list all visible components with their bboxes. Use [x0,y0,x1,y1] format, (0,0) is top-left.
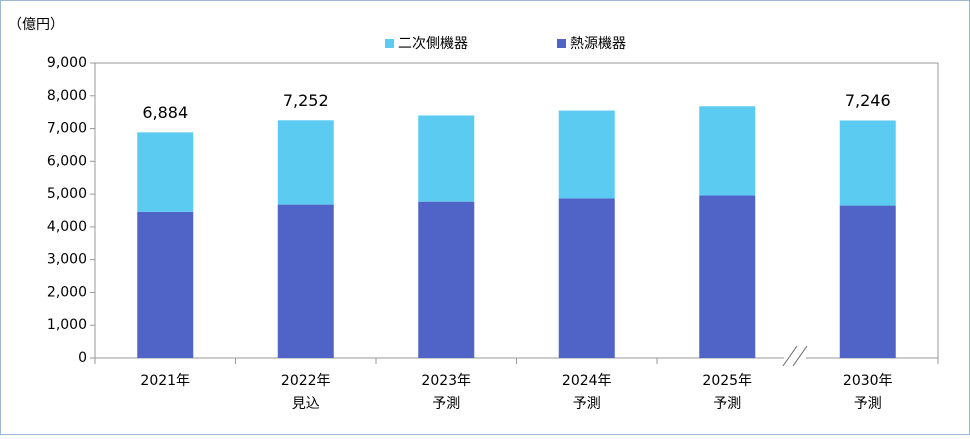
bar-segment [699,106,756,196]
x-tick-label: 2024年 [562,373,612,389]
y-tick-label: 1,000 [47,317,87,333]
bar-segment [277,204,334,358]
bar-segment [137,132,194,212]
y-tick-label: 6,000 [47,153,87,169]
axis-break [782,345,808,367]
x-tick-label: 2030年 [843,373,893,389]
y-tick-label: 7,000 [47,121,87,137]
x-tick-label: 見込 [292,396,320,412]
y-tick-label: 4,000 [47,219,87,235]
x-tick-label: 2025年 [702,373,752,389]
y-axis-unit: （億円） [8,17,64,33]
legend: 二次側機器 熱源機器 [385,36,626,52]
x-tick-label: 予測 [713,396,741,412]
x-tick-label: 2022年 [281,373,331,389]
legend-swatch [557,39,566,48]
total-label: 7,246 [845,91,891,110]
bar-segment [699,195,756,358]
bar-segment [558,110,615,199]
x-tick-label: 予測 [432,396,460,412]
total-label: 6,884 [142,103,188,122]
bar-segment [558,198,615,358]
y-tick-label: 8,000 [47,88,87,104]
legend-label: 熱源機器 [570,36,626,52]
x-tick-label: 2021年 [140,373,190,389]
bar-segment [418,201,475,358]
bar-segment [839,120,896,206]
legend-swatch [385,39,394,48]
y-tick-label: 9,000 [47,55,87,71]
x-tick-label: 予測 [854,396,882,412]
x-tick-label: 2023年 [421,373,471,389]
total-label: 7,252 [283,91,329,110]
bar-segment [277,120,334,205]
bar-segment [137,211,194,358]
y-tick-label: 2,000 [47,284,87,300]
y-tick-label: 3,000 [47,252,87,268]
plot-area [94,62,939,359]
legend-label: 二次側機器 [398,36,468,52]
y-tick-label: 0 [78,350,87,366]
bar-segment [418,115,475,202]
bar-segment [839,205,896,358]
x-tick-label: 予測 [573,396,601,412]
y-tick-label: 5,000 [47,186,87,202]
